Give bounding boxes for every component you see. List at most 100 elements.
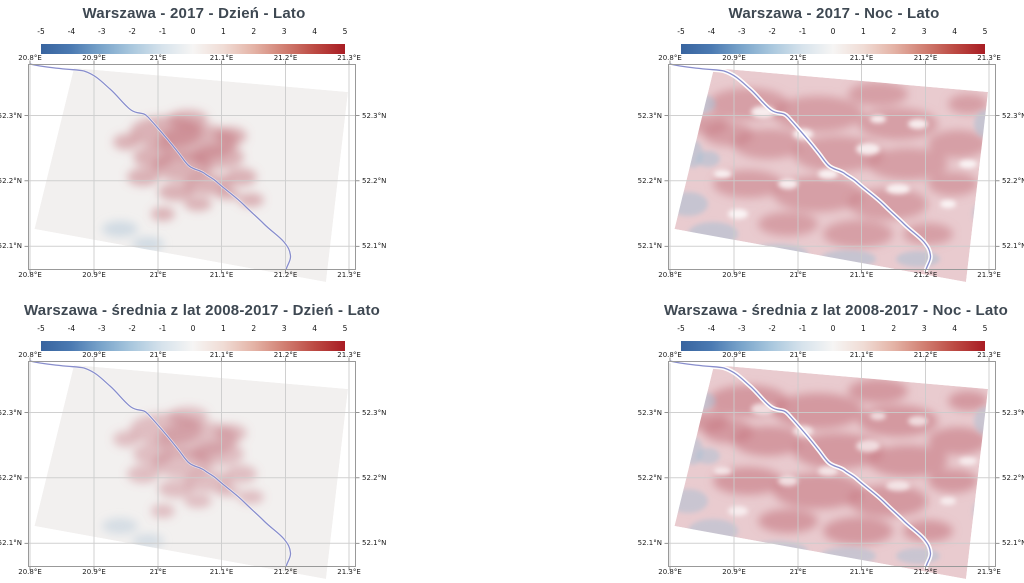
lon-tick-label: 20.9°E	[722, 54, 746, 62]
colorbar-tick-label: 4	[312, 27, 317, 36]
lon-tick-label: 21.2°E	[913, 568, 938, 576]
lat-tick-label: 52.3°N	[362, 111, 387, 120]
satellite-swath	[674, 365, 988, 579]
lat-tick-label: 52.3°N	[0, 111, 22, 120]
colorbar-tick-label: -5	[37, 27, 45, 36]
map-border	[28, 361, 356, 567]
lon-tick-label: 21.3°E	[337, 271, 361, 279]
colorbar-tick-label: 5	[342, 27, 348, 36]
axis-ticks	[664, 60, 1000, 274]
lon-axis-bottom: 20.8°E 20.9°E 21°E 21.1°E 21.2°E 21.3°E	[640, 568, 1024, 577]
map-svg	[664, 60, 1000, 282]
anomaly-blobs	[113, 110, 264, 221]
colorbar-tick-label: -1	[798, 27, 807, 36]
lon-tick-label: 21.3°E	[977, 351, 1001, 359]
lon-axis-top: 20.8°E 20.9°E 21°E 21.1°E 21.2°E 21.3°E	[640, 54, 1024, 63]
lon-tick-label: 21.3°E	[977, 271, 1001, 279]
map-svg	[664, 357, 1000, 579]
colorbar-tick-label: -2	[128, 27, 136, 36]
panel-title: Warszawa - średnia z lat 2008-2017 - Noc…	[664, 302, 1008, 319]
lat-tick-label: 52.2°N	[637, 473, 662, 482]
lon-tick-label: 20.9°E	[82, 351, 106, 359]
lon-tick-label: 21.1°E	[849, 54, 874, 62]
lon-tick-label: 20.8°E	[18, 351, 42, 359]
lat-tick-label: 52.2°N	[637, 176, 662, 185]
axis-ticks	[664, 357, 1000, 571]
lat-tick-label: 52.3°N	[637, 408, 662, 417]
colorbar-tick-label: 0	[830, 324, 836, 333]
lon-tick-label: 20.8°E	[658, 568, 682, 576]
satellite-swath	[674, 68, 988, 282]
colorbar-tick-label: -2	[768, 27, 776, 36]
colorbar-tick-label: 1	[221, 27, 226, 36]
colorbar-tick-label: -1	[798, 324, 807, 333]
lon-axis-bottom: 20.8°E 20.9°E 21°E 21.1°E 21.2°E 21.3°E	[0, 568, 384, 577]
colorbar-tick-label: 0	[830, 27, 836, 36]
river-path	[29, 63, 292, 271]
colorbar-tick-label: 4	[952, 324, 957, 333]
colorbar-tick-label: -4	[67, 324, 76, 333]
lon-tick-label: 21.2°E	[913, 271, 938, 279]
lat-tick-label: 52.3°N	[362, 408, 387, 417]
lat-tick-label: 52.1°N	[0, 539, 22, 548]
colorbar-tick-label: 2	[251, 27, 257, 36]
lat-tick-label: 52.2°N	[362, 473, 387, 482]
colorbar-tick-label: 0	[190, 324, 196, 333]
lat-tick-label: 52.3°N	[0, 408, 22, 417]
lat-tick-label: 52.2°N	[0, 473, 22, 482]
anomaly-blobs	[102, 221, 164, 251]
lat-tick-label: 52.1°N	[0, 242, 22, 251]
lon-tick-label: 21.2°E	[913, 351, 938, 359]
map-border	[668, 361, 996, 567]
lat-tick-label: 52.1°N	[637, 242, 662, 251]
lon-tick-label: 21.3°E	[977, 54, 1001, 62]
colorbar-tick-label: 5	[982, 324, 988, 333]
lon-tick-label: 21°E	[789, 54, 807, 62]
lon-tick-label: 21.3°E	[337, 568, 361, 576]
lon-tick-label: 21°E	[149, 54, 167, 62]
map-plot	[24, 357, 360, 579]
colorbar-tick-label: -2	[128, 324, 136, 333]
map-border	[668, 64, 996, 270]
graticule	[668, 64, 996, 270]
lon-tick-label: 20.8°E	[18, 271, 42, 279]
lon-tick-label: 20.8°E	[658, 54, 682, 62]
map-plot	[664, 357, 1000, 579]
colorbar-tick-label: -4	[707, 324, 716, 333]
colorbar-tick-label: -3	[738, 27, 746, 36]
river-path	[669, 360, 932, 568]
colorbar-tick-label: -1	[158, 27, 167, 36]
lon-tick-label: 21.1°E	[209, 271, 234, 279]
map-svg	[24, 60, 360, 282]
lon-tick-label: 21°E	[149, 568, 167, 576]
colorbar-tick-label: 3	[921, 27, 927, 36]
lon-tick-label: 21°E	[149, 271, 167, 279]
lat-tick-label: 52.2°N	[0, 176, 22, 185]
colorbar-tick-label: 3	[281, 27, 287, 36]
lon-tick-label: 20.9°E	[82, 568, 106, 576]
colorbar-tick-label: -5	[677, 27, 685, 36]
lat-tick-label: 52.1°N	[1002, 242, 1024, 251]
colorbar-tick-label: 2	[891, 324, 897, 333]
lon-tick-label: 21.1°E	[849, 568, 874, 576]
map-panel: Warszawa - średnia z lat 2008-2017 - Noc…	[637, 297, 1024, 583]
lat-tick-label: 52.2°N	[362, 176, 387, 185]
lon-tick-label: 20.9°E	[722, 351, 746, 359]
colorbar	[41, 44, 345, 54]
lon-tick-label: 21.2°E	[273, 54, 298, 62]
lon-axis-bottom: 20.8°E 20.9°E 21°E 21.1°E 21.2°E 21.3°E	[0, 271, 384, 280]
panel-title: Warszawa - średnia z lat 2008-2017 - Dzi…	[24, 302, 381, 319]
lon-axis-bottom: 20.8°E 20.9°E 21°E 21.1°E 21.2°E 21.3°E	[640, 271, 1024, 280]
colorbar-tick-label: 1	[221, 324, 226, 333]
colorbar-tick-label: 1	[861, 324, 866, 333]
anomaly-blobs	[102, 518, 164, 548]
colorbar-tick-label: 0	[190, 27, 196, 36]
colorbar-scale: -5 -4 -3 -2 -1 0 1 2 3 4 5	[640, 27, 1024, 38]
colorbar-tick-label: 5	[342, 324, 348, 333]
lat-tick-label: 52.3°N	[1002, 111, 1024, 120]
satellite-swath	[34, 68, 348, 282]
lon-tick-label: 21°E	[789, 568, 807, 576]
lon-tick-label: 21.2°E	[913, 54, 938, 62]
colorbar-tick-label: -4	[707, 27, 716, 36]
